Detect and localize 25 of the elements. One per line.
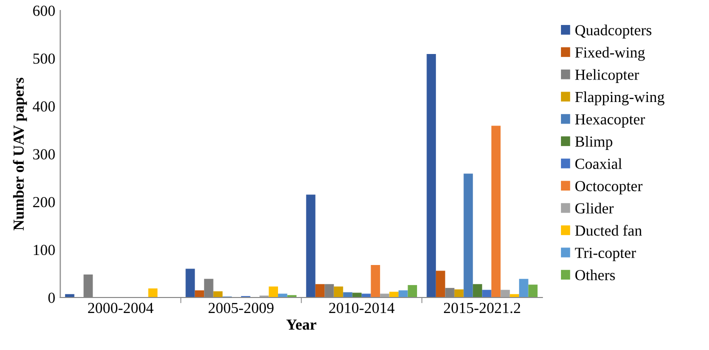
y-tick-label: 200 [33,196,55,208]
legend-label: Coaxial [575,158,622,169]
legend-label: Flapping-wing [575,91,664,106]
legend-label: Blimp [575,136,612,150]
legend-label: Hexacopter [575,114,645,128]
x-tick-label: 2015-2021.2 [444,302,520,314]
x-tick-label: 2010-2014 [329,302,394,314]
legend-label: Helicopter [575,69,640,84]
x-tick-label: 2000-2004 [88,302,154,314]
legend-label: Tri-copter [574,248,636,262]
legend-label: Glider [575,202,614,214]
x-axis-title: Year [286,320,316,330]
legend-label: Octocopter [575,180,642,194]
legend-label: Others [575,270,615,280]
legend-label: Quadcopters [575,24,652,38]
y-tick-label: 400 [32,101,55,112]
y-tick-label: 600 [33,6,55,16]
x-tick-label: 2005-2009 [208,302,274,314]
y-tick-label: 100 [34,244,55,256]
legend-label: Fixed-wing [575,46,645,61]
legend-label: Ducted fan [575,224,642,236]
y-tick-label: 500 [33,53,55,64]
y-tick-label: 0 [48,292,55,303]
y-tick-label: 300 [33,149,55,160]
y-axis-title: Number of UAV papers [12,78,27,230]
